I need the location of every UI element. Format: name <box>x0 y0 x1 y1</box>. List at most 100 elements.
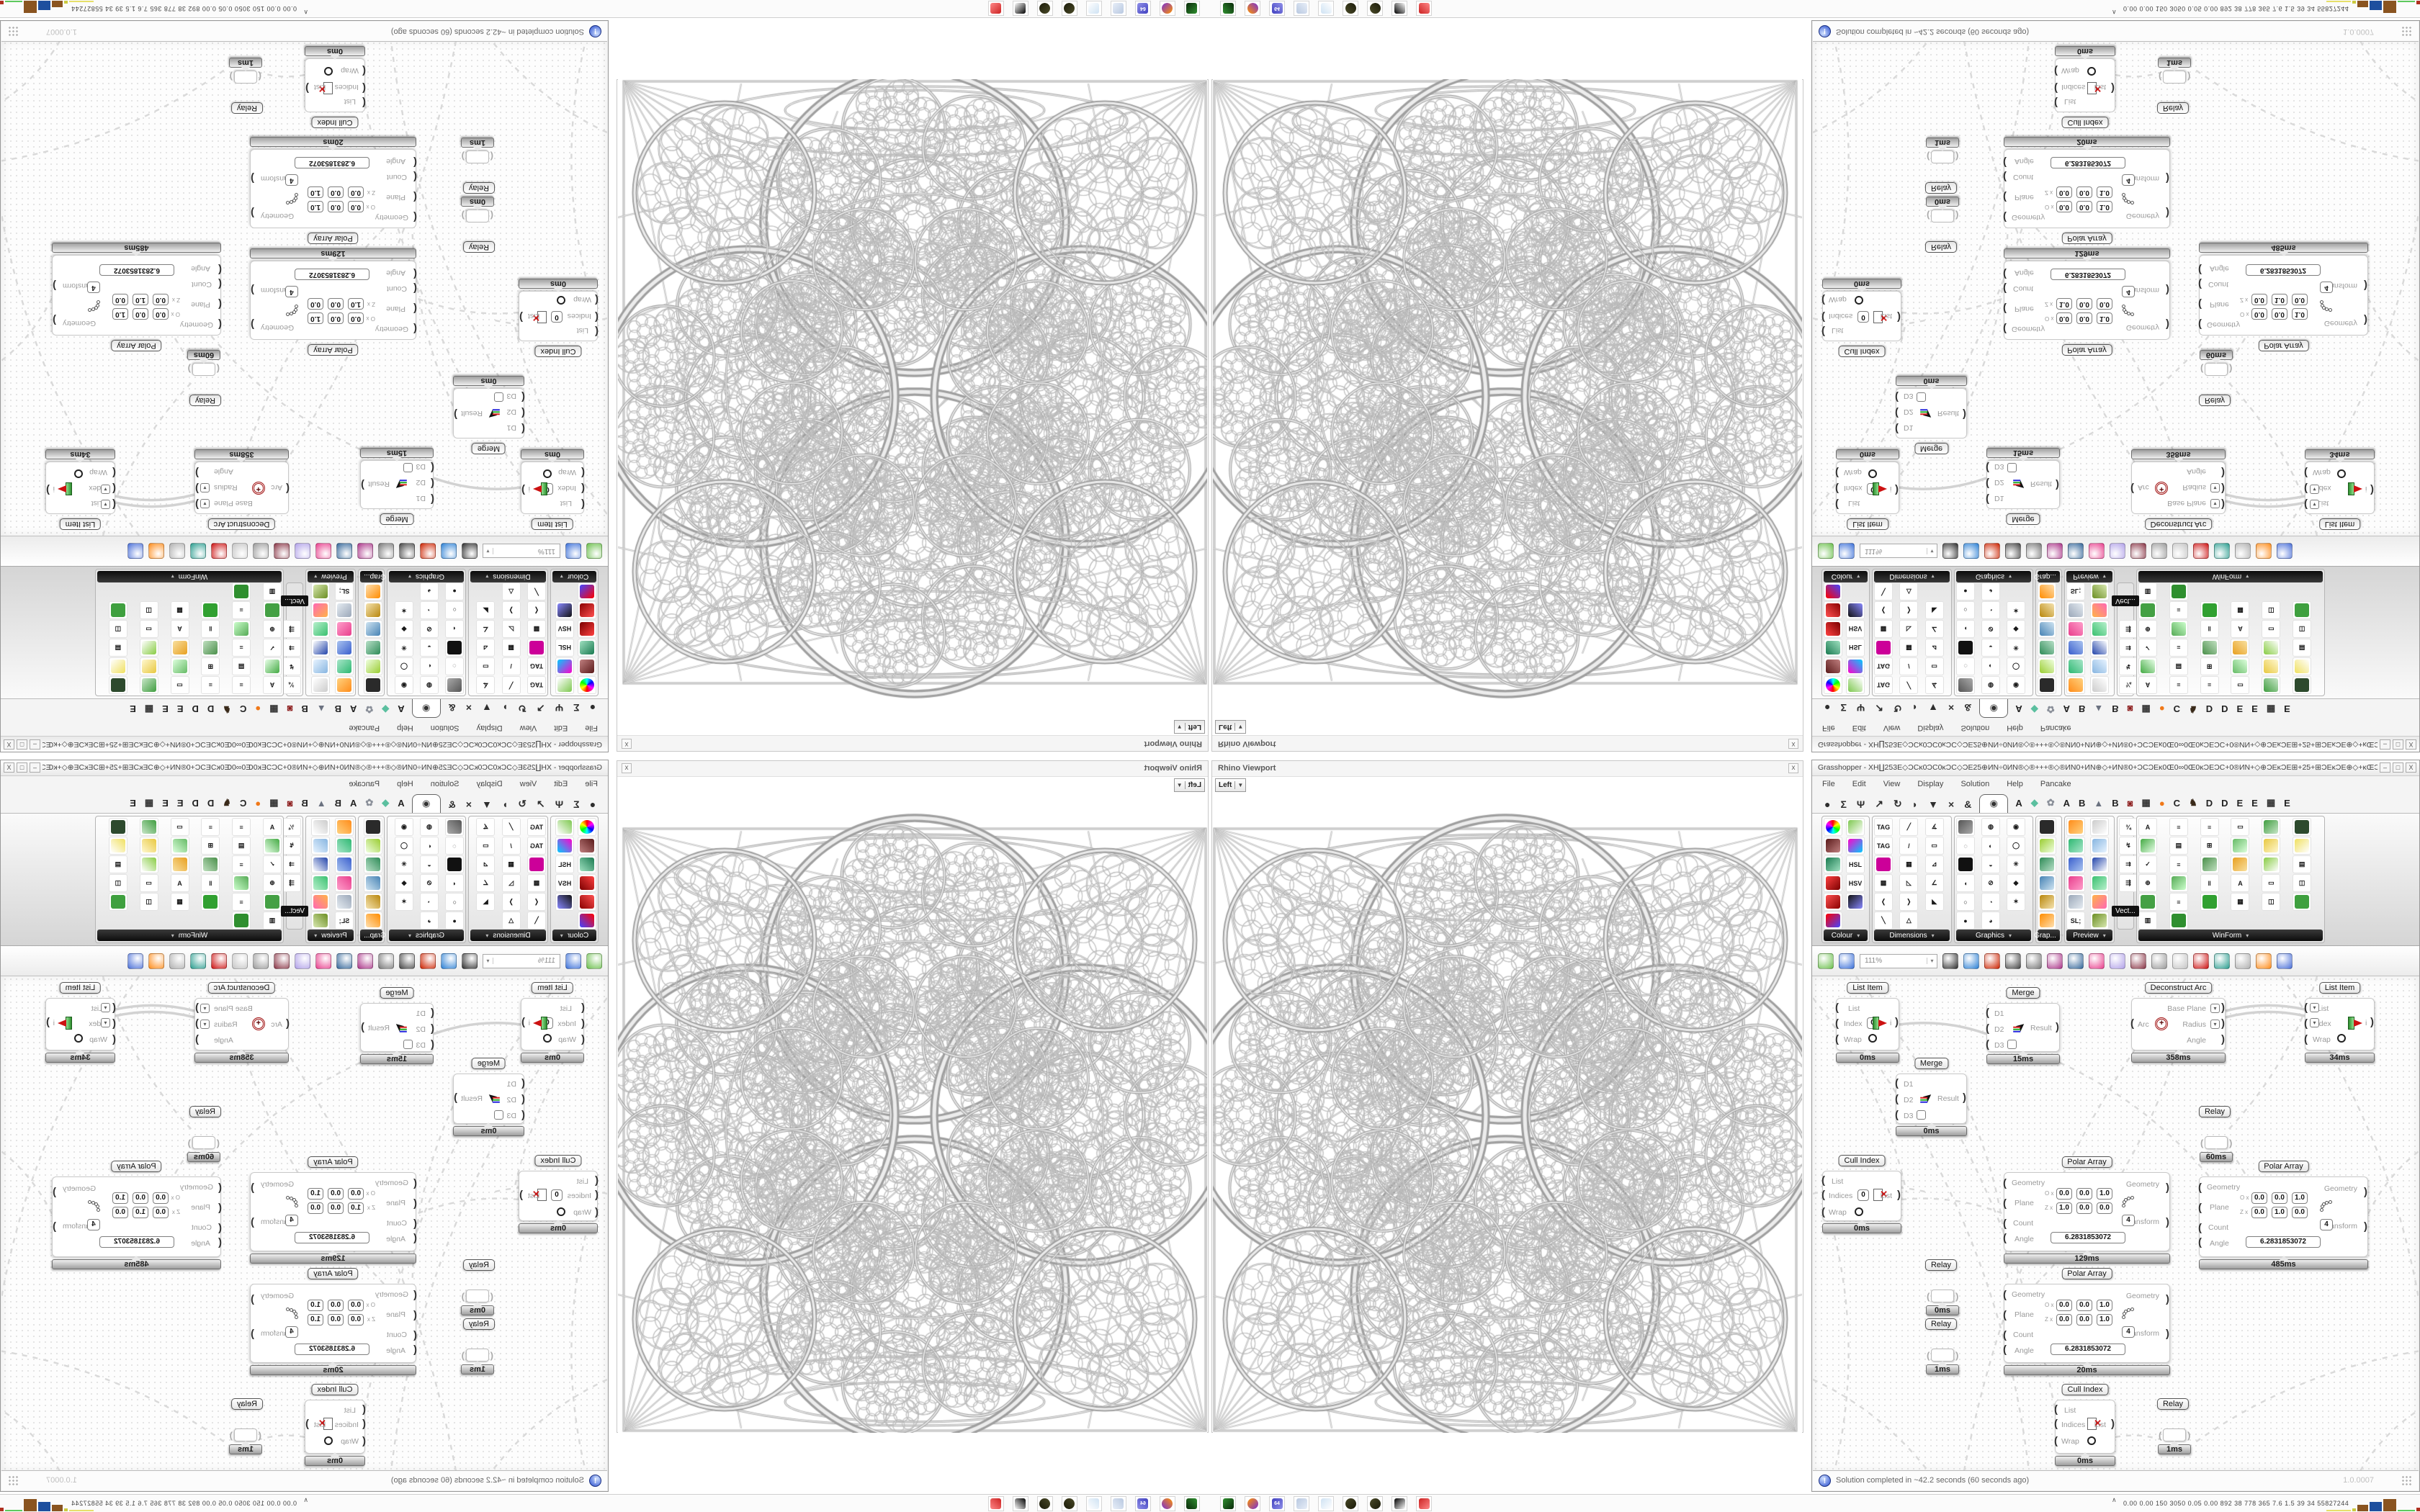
palette-icon[interactable] <box>335 620 354 638</box>
palette-icon[interactable] <box>2293 818 2312 836</box>
palette-icon[interactable]: ✳ <box>395 855 413 873</box>
value-box[interactable]: 4 <box>87 282 100 293</box>
palette-icon[interactable]: ⊕ <box>263 620 282 638</box>
port-arc[interactable]: ( <box>413 302 417 315</box>
wrap-toggle[interactable] <box>1855 296 1863 305</box>
palette-icon[interactable]: ● <box>1956 912 1975 930</box>
device-icon[interactable] <box>1184 1496 1200 1511</box>
category-tab-letter[interactable]: B <box>2112 703 2119 714</box>
notepad-icon[interactable] <box>1318 1496 1334 1511</box>
wire-hidden[interactable] <box>1901 1197 2004 1215</box>
palette-icon[interactable] <box>1956 855 1975 873</box>
category-tab-letter[interactable]: A <box>398 798 405 809</box>
sphere-wire-icon[interactable] <box>2172 543 2188 559</box>
grasshopper-titlebar[interactable]: Grasshopper - XH∐253E◇ƆCĸ0ƆC0ĸƆC◇ƆE25⊕ИN… <box>1 736 608 752</box>
palette-icon[interactable]: A <box>170 620 189 638</box>
port-arc[interactable]: ( <box>581 482 585 495</box>
node-cull[interactable]: ((()ListIndicesWrapList <box>305 1400 366 1454</box>
palette-icon[interactable] <box>1824 818 1842 836</box>
wire-hidden[interactable] <box>1 41 61 105</box>
port-arc[interactable]: ) <box>195 482 199 495</box>
value-box[interactable]: 0.0 <box>2251 1192 2267 1204</box>
palette-group-label[interactable]: Preview ▾ <box>308 571 354 582</box>
port-arc[interactable]: ( <box>1895 423 1899 435</box>
wire-hidden[interactable] <box>570 1235 587 1471</box>
category-tab-letter[interactable]: ◆ <box>2030 704 2038 715</box>
palette-icon[interactable] <box>2066 620 2085 638</box>
sphere-teal-icon[interactable] <box>190 953 206 969</box>
value-box[interactable]: 0.0 <box>2056 186 2072 198</box>
category-tab-letter[interactable]: ◙ <box>287 798 293 809</box>
palette-icon[interactable]: ✓ <box>2138 855 2157 873</box>
value-box[interactable]: 0.0 <box>328 1314 344 1326</box>
category-tab-icon[interactable]: ▼ <box>1928 702 1938 714</box>
value-box[interactable]: 0.0 <box>2272 308 2287 320</box>
palette-icon[interactable]: ∡ <box>1924 818 1944 836</box>
open-file-icon[interactable] <box>1818 953 1834 969</box>
node-darc[interactable]: (Arc)Base Plane▾)Radius▾)Angle <box>2130 462 2226 514</box>
value-box[interactable]: 0.0 <box>153 308 169 320</box>
palette-group-label[interactable]: Grap... ▾ <box>357 571 386 582</box>
category-tab-letter[interactable]: D <box>207 703 215 714</box>
value-box[interactable]: 1.0 <box>2097 1314 2112 1326</box>
port-arc[interactable]: ( <box>521 1093 525 1105</box>
value-box[interactable]: 0.0 <box>348 312 364 324</box>
palette-icon[interactable] <box>1824 837 1842 855</box>
palette-icon[interactable]: ‖ <box>201 874 220 892</box>
value-box[interactable]: 6.2831853072 <box>99 264 174 276</box>
category-tab-letter[interactable]: E <box>130 798 136 809</box>
palette-icon[interactable]: SL; <box>335 912 354 930</box>
port-arc[interactable]: ) <box>2221 1033 2225 1045</box>
palette-icon[interactable]: ◕ <box>1981 582 2000 600</box>
category-tab-letter[interactable]: ✿ <box>365 704 374 715</box>
category-tab-letter[interactable]: D <box>192 798 199 809</box>
category-tab-letter[interactable]: B <box>2079 703 2086 714</box>
palette-icon[interactable] <box>170 639 189 657</box>
palette-icon[interactable]: ▩ <box>527 874 546 892</box>
firefox-icon[interactable] <box>1245 1 1260 16</box>
palette-icon[interactable] <box>232 620 251 638</box>
port-arc[interactable]: ( <box>1986 1038 1989 1050</box>
notepad-icon[interactable] <box>1086 1496 1102 1511</box>
port-arc[interactable]: ( <box>2003 1329 2007 1341</box>
palette-icon[interactable]: ∠ <box>1924 874 1944 892</box>
wire[interactable] <box>115 493 195 502</box>
node-darc[interactable]: (Arc)Base Plane▾)Radius▾)Angle <box>194 998 290 1050</box>
paint-icon[interactable] <box>420 543 436 559</box>
category-tab-icon[interactable]: ↗ <box>537 703 545 714</box>
palette-icon[interactable]: ⇉ <box>2119 639 2138 657</box>
palette-icon[interactable] <box>2262 657 2281 675</box>
value-box[interactable]: 4 <box>87 1219 100 1230</box>
value-box[interactable]: 6.2831853072 <box>2051 157 2125 168</box>
wire-hidden[interactable] <box>390 41 539 443</box>
value-box[interactable]: 6.2831853072 <box>2246 1236 2321 1248</box>
palette-group-label[interactable]: Preview ▾ <box>308 930 354 941</box>
value-box[interactable]: 0.0 <box>2056 1314 2072 1326</box>
port-arc[interactable]: ) <box>2056 1021 2059 1033</box>
palette-icon[interactable]: / <box>1899 837 1919 855</box>
port-arc[interactable]: ( <box>521 423 525 435</box>
wire-hidden[interactable] <box>1 976 140 1315</box>
category-tab-icon[interactable]: & <box>448 702 456 714</box>
category-tab-letter[interactable]: ▦ <box>144 704 154 715</box>
palette-icon[interactable] <box>1824 657 1842 675</box>
relay-node[interactable] <box>2205 363 2228 376</box>
port-arc[interactable]: ( <box>1895 1109 1899 1121</box>
viewport-view-dropdown[interactable]: Left ▼ <box>1215 720 1247 734</box>
palette-icon[interactable] <box>2038 855 2056 873</box>
palette-icon[interactable]: ⇉ <box>282 639 301 657</box>
port-arc[interactable]: ( <box>413 1232 417 1244</box>
palette-icon[interactable]: ▩ <box>1874 874 1893 892</box>
dropdown-box[interactable]: ▾ <box>200 483 210 492</box>
relay-node[interactable] <box>2163 71 2186 84</box>
palette-icon[interactable] <box>311 837 331 855</box>
category-tab-letter[interactable]: ✿ <box>365 797 374 808</box>
palette-icon[interactable] <box>108 657 127 675</box>
palette-icon[interactable] <box>2138 893 2157 911</box>
value-box[interactable]: 0.0 <box>133 308 148 320</box>
category-tab-letter[interactable]: ▲ <box>2094 703 2104 714</box>
port-arc[interactable]: ( <box>521 1109 525 1121</box>
viewport-view-dropdown[interactable]: Left ▼ <box>1173 778 1205 792</box>
palette-icon[interactable]: ⊞ <box>201 657 220 675</box>
port-arc[interactable]: ( <box>218 1236 222 1248</box>
